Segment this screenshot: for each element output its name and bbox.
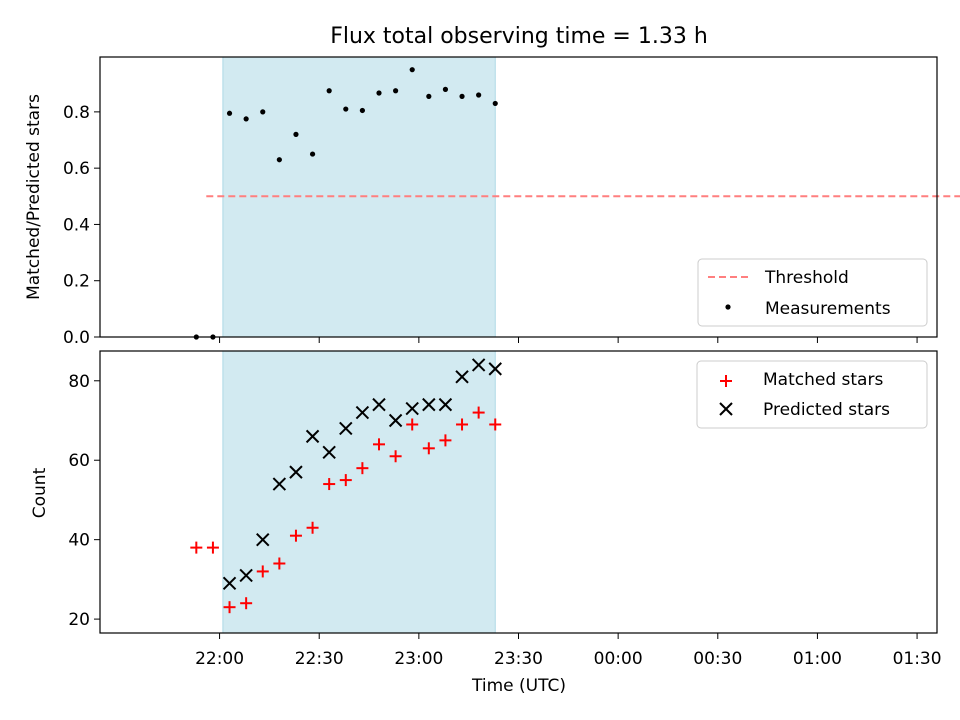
matched-stars-point [323,478,336,491]
x-tick-label: 01:00 [793,649,842,669]
predicted-stars-point [256,532,270,547]
predicted-stars-point [322,445,336,459]
matched-stars-point [339,474,352,487]
x-tick-label: 00:30 [693,649,742,669]
bottom-panel: 20 40 60 80 22:00 22:30 23:00 23:30 00:00 00:30 0… [30,350,942,696]
measurements-point [476,92,482,98]
matched-stars-point [472,406,485,419]
measurements-point [276,157,282,163]
x-axis-label: Time (UTC) [471,676,566,696]
top-y-axis-label: Matched/Predicted stars [24,94,44,300]
y-tick-label: 0.6 [63,159,90,179]
x-tick-label: 00:00 [594,649,643,669]
predicted-stars-point [488,362,502,376]
matched-stars-point [190,541,203,554]
y-tick-label: 80 [68,372,90,392]
measurements-point [492,100,498,107]
measurements-point [343,106,349,112]
measurements-point [309,151,316,157]
measurements-point [409,67,415,73]
predicted-stars-point [405,401,419,416]
legend-measurements-label: Measurements [765,299,891,319]
measurements-point [376,90,382,96]
y-tick-label: 0.4 [63,215,90,235]
matched-stars-point [289,529,302,542]
top-y-ticks: 0.0 0.2 0.4 0.6 0.8 [63,103,100,348]
predicted-stars-point [455,370,469,384]
measurements-point [260,109,266,115]
top-plot-area [193,57,960,340]
measurements-point [326,88,332,94]
matched-stars-point [439,434,452,447]
y-tick-label: 0.8 [63,103,90,123]
matched-stars-point [373,438,385,451]
measurements-point [393,88,399,94]
top-legend: Threshold Measurements [697,258,928,327]
predicted-stars-point [305,429,320,444]
predicted-stars-point [289,465,303,479]
predicted-stars-point [355,405,370,420]
bottom-x-ticks: 22:00 22:30 23:00 23:30 00:00 00:30 01:00 01:30… [195,633,942,669]
y-tick-label: 0.2 [63,272,90,292]
bottom-legend-box [696,360,928,429]
matched-stars-point [406,418,419,431]
legend-matched-marker [720,375,732,387]
measurements-point [243,116,249,122]
predicted-stars-point [422,397,436,412]
matched-stars-point [206,541,219,554]
legend-matched-label: Matched stars [763,370,883,390]
matched-stars-point [422,442,435,455]
y-tick-label: 0.0 [63,328,90,348]
bottom-observing-interval-shade [222,351,496,633]
measurements-point [359,107,365,114]
legend-predicted-marker [719,402,733,416]
top-legend-box [697,258,928,327]
measurements-point [226,110,233,116]
measurements-point [442,86,449,92]
matched-stars-point [223,601,236,614]
top-panel: 0.00.20.40.60.8 Matched/Predicted stars … [24,56,960,348]
predicted-stars-point [388,413,403,428]
predicted-stars-point [222,576,237,591]
predicted-stars-point [272,477,287,491]
bottom-legend: Matched stars Predicted stars [696,360,928,429]
y-tick-label: 20 [68,610,90,630]
matched-stars-point [389,450,402,463]
legend-threshold-label: Threshold [764,268,849,288]
predicted-stars-point [339,421,353,436]
matched-stars-point [356,462,369,475]
x-tick-label: 23:30 [494,649,543,669]
predicted-stars-point [438,397,453,412]
predicted-stars-point [471,358,486,372]
bottom-plot-area [190,351,502,633]
predicted-stars-point [239,568,253,583]
legend-predicted-label: Predicted stars [763,400,890,420]
x-tick-label: 01:30 [893,649,942,669]
measurements-point [293,131,299,137]
x-tick-label: 22:30 [295,649,344,669]
bottom-y-axis-label: Count [30,467,50,518]
top-x-ticks [219,337,918,343]
predicted-stars-point [372,397,386,412]
x-tick-label: 22:00 [195,649,244,669]
y-tick-label: 60 [68,451,90,471]
matched-stars-point [240,597,253,610]
matched-stars-point [489,418,502,431]
matched-stars-point [456,418,469,431]
matched-stars-point [306,521,319,534]
x-tick-label: 23:00 [394,649,443,669]
y-tick-label: 40 [68,531,90,551]
measurements-point [459,93,465,99]
matched-stars-point [256,565,269,578]
bottom-y-ticks: 20 40 60 80 [68,372,100,630]
chart-title: Flux total observing time = 1.33 h [330,24,708,49]
measurements-point [426,93,432,99]
legend-measurements-marker [725,304,731,310]
matched-stars-point [273,557,286,570]
